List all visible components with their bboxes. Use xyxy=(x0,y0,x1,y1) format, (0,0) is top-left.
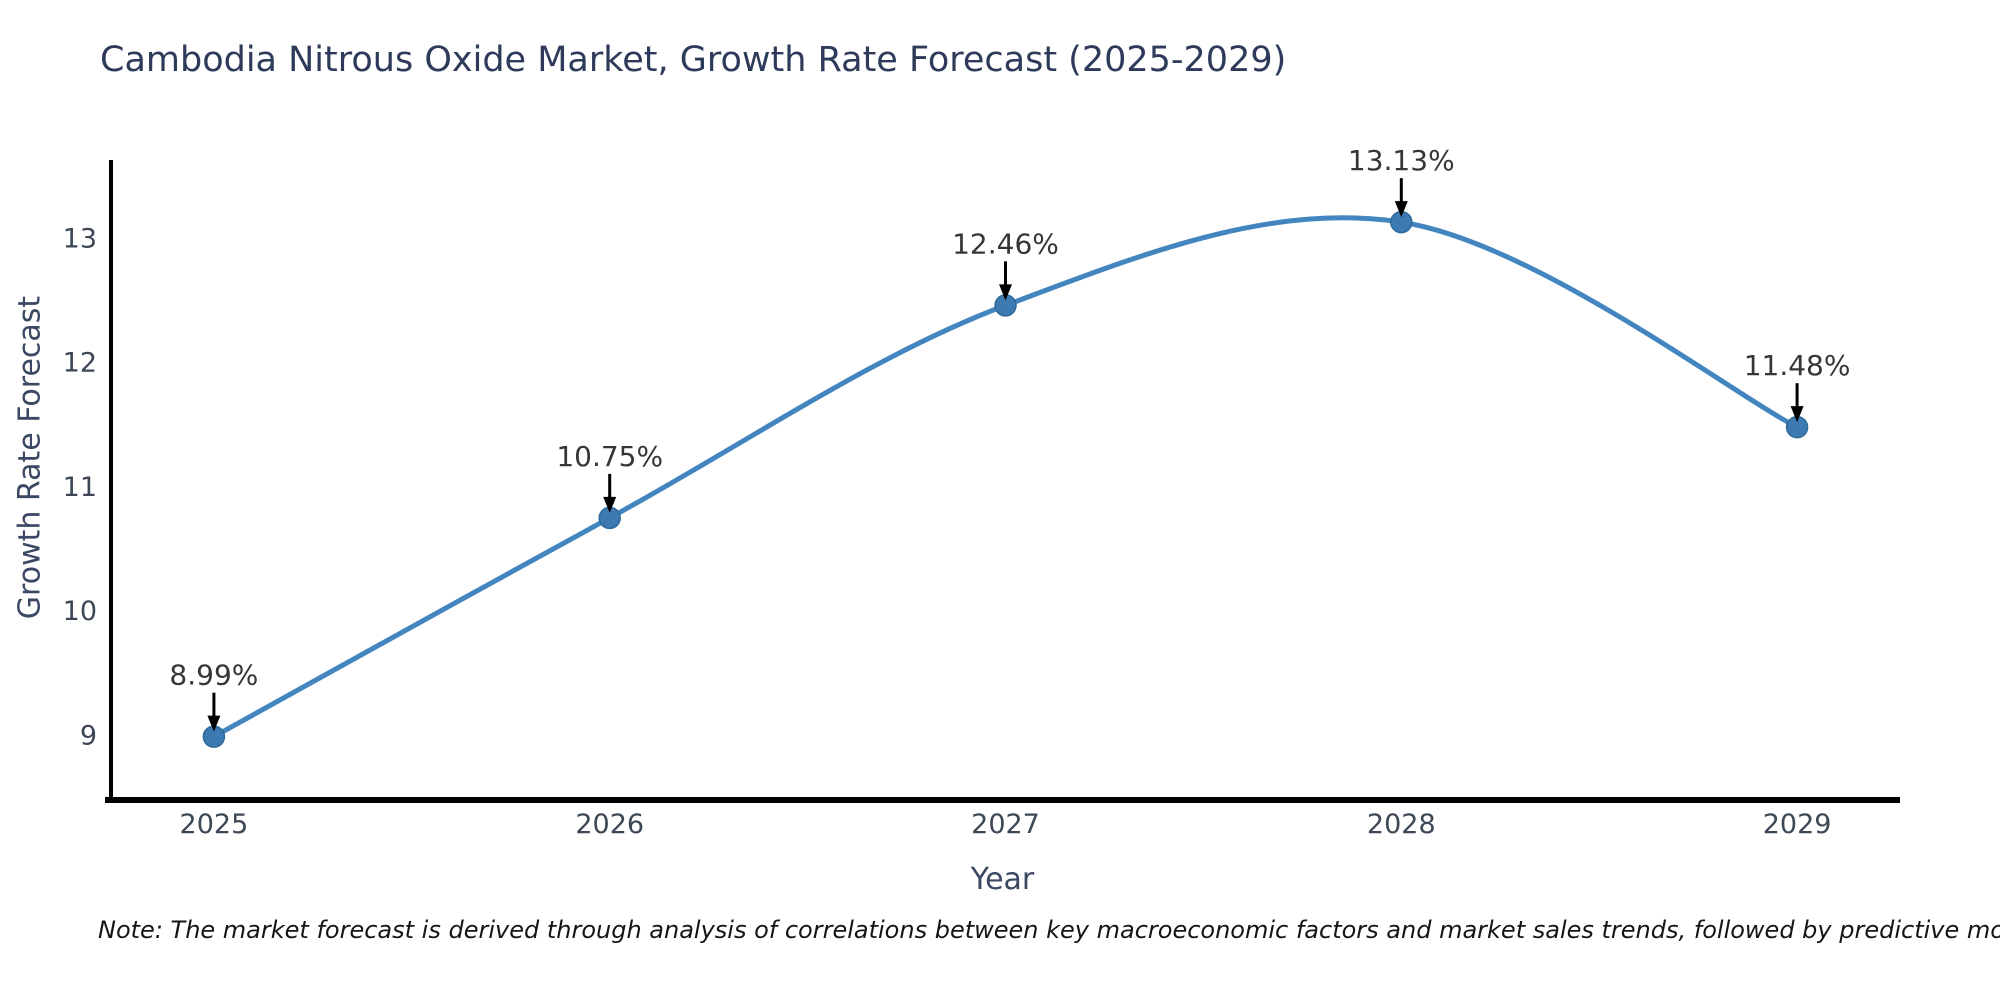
annotation-arrow-head-2026 xyxy=(603,496,617,513)
annotation-arrow-head-2025 xyxy=(207,715,221,732)
data-point-label-2027: 12.46% xyxy=(952,227,1059,260)
y-tick-label-11: 11 xyxy=(63,472,97,503)
y-tick-label-9: 9 xyxy=(80,720,97,751)
annotation-arrow-head-2027 xyxy=(999,284,1012,301)
data-point-label-2025: 8.99% xyxy=(169,659,258,692)
annotation-arrow-head-2028 xyxy=(1394,201,1408,218)
y-tick-label-13: 13 xyxy=(63,223,97,254)
data-point-label-2028: 13.13% xyxy=(1348,144,1455,177)
x-tick-label-2028: 2028 xyxy=(1367,809,1436,840)
x-tick-label-2027: 2027 xyxy=(971,809,1040,840)
data-point-label-2029: 11.48% xyxy=(1744,349,1851,382)
y-tick-label-12: 12 xyxy=(63,348,97,379)
annotation-arrow-head-2029 xyxy=(1790,406,1804,423)
x-tick-label-2025: 2025 xyxy=(180,809,249,840)
x-tick-label-2026: 2026 xyxy=(575,809,644,840)
footnote: Note: The market forecast is derived thr… xyxy=(98,916,2000,944)
y-tick-label-10: 10 xyxy=(63,596,97,627)
data-point-label-2026: 10.75% xyxy=(556,440,663,473)
x-axis-title: Year xyxy=(970,862,1035,897)
x-tick-label-2029: 2029 xyxy=(1763,809,1832,840)
y-axis-title: Growth Rate Forecast xyxy=(12,295,48,620)
chart-title: Cambodia Nitrous Oxide Market, Growth Ra… xyxy=(100,40,1287,80)
